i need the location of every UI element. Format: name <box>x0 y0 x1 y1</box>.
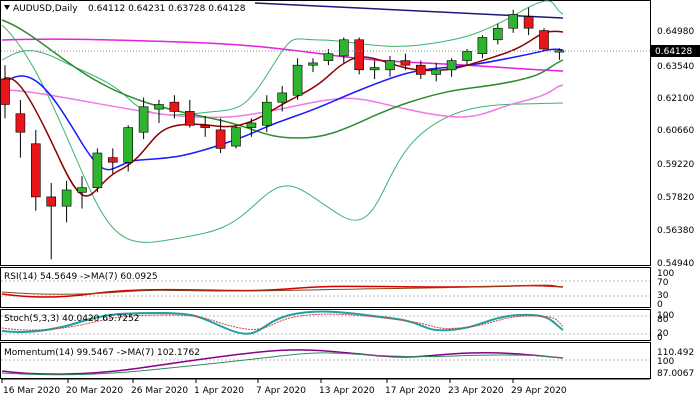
ma-pink <box>1 84 564 119</box>
candle-bull[interactable] <box>231 127 241 147</box>
candle-bull[interactable] <box>369 67 380 71</box>
candle-bear[interactable] <box>539 30 549 50</box>
candle-bull[interactable] <box>446 60 457 71</box>
date-label: 20 Mar 2020 <box>66 386 123 396</box>
stoch-tick: 20 <box>657 329 669 339</box>
candle-bear[interactable] <box>108 157 118 163</box>
candle-bear[interactable] <box>169 101 180 112</box>
ohlc-values: 0.64112 0.64231 0.63728 0.64128 <box>88 4 246 14</box>
stoch-tick: 100 <box>657 311 674 321</box>
candle-bull[interactable] <box>431 69 442 75</box>
price-tick: 0.56380 <box>657 226 694 236</box>
rsi-panel-frame <box>0 267 651 308</box>
candle-bull[interactable] <box>138 106 149 133</box>
current-price-label: 0.64128 <box>655 47 692 57</box>
rsi-tick: 0 <box>657 300 663 310</box>
price-tick: 0.59220 <box>657 160 694 170</box>
candle-bear[interactable] <box>400 60 411 66</box>
candle-bull[interactable] <box>477 37 488 54</box>
bb-lower-band <box>1 24 564 243</box>
momentum-ma-line <box>1 352 564 376</box>
candle-bear[interactable] <box>185 111 195 126</box>
chart-collapse-icon[interactable] <box>4 5 10 10</box>
candle-bull[interactable] <box>292 64 303 96</box>
chart-header: AUDUSD,Daily 0.64112 0.64231 0.63728 0.6… <box>4 4 246 14</box>
momentum-line <box>1 349 564 375</box>
date-label: 26 Mar 2020 <box>131 386 188 396</box>
price-tick: 0.60660 <box>657 126 694 136</box>
candle-bull[interactable] <box>77 187 87 193</box>
momentum-tick: 100 <box>657 357 674 367</box>
price-tick: 0.62100 <box>657 94 694 104</box>
candle-bull[interactable] <box>323 53 334 61</box>
rsi-axis: 100 70 30 0 <box>657 269 674 310</box>
momentum-tick: 87.0067 <box>657 369 694 379</box>
rsi-tick: 100 <box>657 269 674 279</box>
price-tick: 0.63540 <box>657 62 694 72</box>
stoch-tick: 80 <box>657 315 669 325</box>
candle-bull[interactable] <box>508 14 519 29</box>
rsi-tick: 70 <box>657 278 669 288</box>
candle-bear[interactable] <box>200 124 210 128</box>
bb-upper-band <box>1 0 564 116</box>
candle-bull[interactable] <box>154 104 164 110</box>
rsi-tick: 30 <box>657 291 669 301</box>
candle-bear[interactable] <box>0 78 10 105</box>
stoch-axis: 100 80 20 0 <box>657 311 674 343</box>
price-tick: 0.64980 <box>657 27 694 37</box>
candle-bear[interactable] <box>46 196 57 207</box>
candle-bear[interactable] <box>415 64 426 75</box>
candle-bull[interactable] <box>462 51 472 61</box>
candle-bull[interactable] <box>61 189 72 207</box>
date-label: 23 Apr 2020 <box>448 386 504 396</box>
stoch-panel-frame <box>0 309 651 341</box>
price-tick: 0.57820 <box>657 193 694 203</box>
momentum-axis: 110.492 100 87.0067 <box>657 348 694 379</box>
candle-bull[interactable] <box>123 127 133 163</box>
ema-darkred <box>1 30 564 197</box>
stoch-title: Stoch(5,3,3) 40.0420 65.7252 <box>4 314 139 324</box>
candle-bull[interactable] <box>385 60 395 71</box>
candle-bull[interactable] <box>246 122 257 128</box>
momentum-tick: 110.492 <box>657 348 694 358</box>
main-panel-frame <box>0 0 651 266</box>
date-label: 7 Apr 2020 <box>256 386 306 396</box>
date-label: 1 Apr 2020 <box>194 386 244 396</box>
candle-bull[interactable] <box>92 152 103 188</box>
current-price-box <box>651 45 700 57</box>
candle-bull[interactable] <box>308 62 318 66</box>
price-axis: 0.64980 0.63540 0.62100 0.60660 0.59220 … <box>657 27 694 269</box>
date-axis: 16 Mar 2020 20 Mar 2020 26 Mar 2020 1 Ap… <box>1 378 650 396</box>
candle-bear[interactable] <box>30 143 41 198</box>
candle-bear[interactable] <box>215 129 226 149</box>
ma-blue <box>1 48 564 171</box>
candle-bull[interactable] <box>277 92 288 103</box>
stoch-tick: 0 <box>657 333 663 343</box>
candles-group <box>0 7 565 260</box>
candle-bull[interactable] <box>338 39 349 57</box>
date-label: 16 Mar 2020 <box>3 386 60 396</box>
rsi-title: RSI(14) 54.5649 ->MA(7) 60.0925 <box>4 272 158 282</box>
candle-bear[interactable] <box>523 16 534 29</box>
symbol-label: AUDUSD,Daily <box>13 4 78 14</box>
candle-bear[interactable] <box>354 39 365 71</box>
date-label: 17 Apr 2020 <box>385 386 441 396</box>
stoch-d-line <box>1 313 564 331</box>
date-label: 29 Apr 2020 <box>511 386 567 396</box>
momentum-title: Momentum(14) 99.5467 ->MA(7) 102.1762 <box>4 348 200 358</box>
rsi-ma-line <box>1 284 564 295</box>
candle-bull[interactable] <box>492 27 503 41</box>
candle-bear[interactable] <box>15 113 26 133</box>
ma-magenta <box>1 38 564 72</box>
price-tick: 0.54940 <box>657 259 694 269</box>
stoch-k-line <box>1 310 564 335</box>
date-label: 13 Apr 2020 <box>319 386 375 396</box>
candle-bull[interactable] <box>261 101 272 126</box>
ma-green <box>1 19 564 139</box>
